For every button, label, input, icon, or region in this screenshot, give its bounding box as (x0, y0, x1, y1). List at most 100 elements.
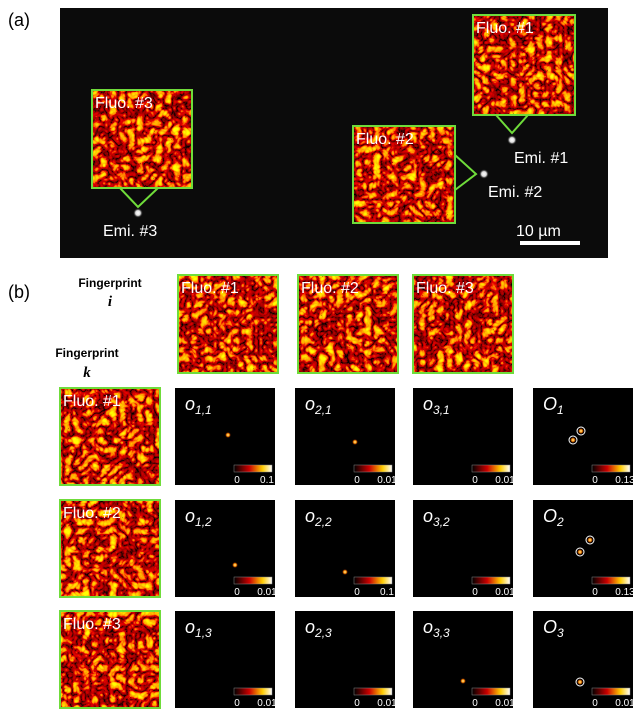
colorbar-max: 0.01 (615, 698, 635, 709)
subscript: 1,2 (195, 515, 212, 529)
inset-border (59, 499, 161, 598)
peak (232, 562, 238, 568)
emitter (479, 169, 489, 179)
speckle-image (353, 126, 455, 223)
colorbar (591, 576, 631, 585)
peak (578, 428, 584, 434)
inset-label: Fluo. #3 (95, 95, 153, 112)
inset-border (352, 125, 456, 224)
symbol: o (185, 506, 195, 526)
colorbar-max: 0.01 (495, 475, 515, 486)
peak-marker (585, 535, 595, 545)
emitter (133, 208, 143, 218)
emitter-label: Emi. #3 (103, 223, 157, 240)
peak (577, 549, 583, 555)
pointer (495, 114, 529, 135)
colorbar-max: 0.13 (615, 587, 635, 598)
colorbar (591, 464, 631, 473)
header-symbol: k (83, 365, 91, 381)
peak (342, 569, 348, 575)
symbol: o (305, 394, 315, 414)
peak (570, 437, 576, 443)
symbol: o (423, 617, 433, 637)
colorbar-min: 0 (234, 698, 240, 709)
cell-symbol: o2,1 (305, 394, 332, 417)
pointer (454, 154, 478, 191)
subscript: 2 (556, 515, 564, 529)
colorbar (353, 687, 393, 696)
subscript: 3,2 (433, 515, 450, 529)
colorbar-max: 0.1 (380, 587, 394, 598)
colorbar (233, 464, 273, 473)
peak (587, 537, 593, 543)
colorbar-min: 0 (472, 587, 478, 598)
inset-border (297, 274, 399, 374)
colorbar (353, 464, 393, 473)
inset-border (412, 274, 514, 374)
speckle-image (60, 388, 160, 485)
speckle-image (92, 90, 192, 188)
speckle-image (178, 275, 278, 373)
colorbar-max: 0.01 (377, 475, 397, 486)
inset-label: Fluo. #2 (63, 505, 121, 522)
colorbar-max: 0.01 (257, 698, 277, 709)
peak-marker (575, 547, 585, 557)
subscript: 3,1 (433, 403, 450, 417)
inset-label: Fluo. #1 (476, 20, 534, 37)
cell-symbol: O3 (543, 617, 564, 640)
inset-border (91, 89, 193, 189)
colorbar-min: 0 (472, 698, 478, 709)
peak (460, 678, 466, 684)
speckle-image (60, 500, 160, 597)
speckle-image (298, 275, 398, 373)
colorbar-max: 0.01 (495, 587, 515, 598)
symbol: O (543, 506, 557, 526)
peak (352, 439, 358, 445)
subscript: 1,3 (195, 626, 212, 640)
emitter-label: Emi. #2 (488, 184, 542, 201)
colorbar (471, 464, 511, 473)
peak (225, 432, 231, 438)
symbol: o (423, 394, 433, 414)
colorbar-min: 0 (234, 587, 240, 598)
subscript: 1,1 (195, 403, 212, 417)
emitter-label: Emi. #1 (514, 150, 568, 167)
colorbar-max: 0.1 (260, 475, 274, 486)
inset-border (177, 274, 279, 374)
inset-label: Fluo. #2 (301, 280, 359, 297)
colorbar (353, 576, 393, 585)
subscript: 1 (557, 403, 564, 417)
cell-symbol: o3,1 (423, 394, 450, 417)
cell-symbol: o2,3 (305, 617, 332, 640)
inset-border (59, 387, 161, 486)
subscript: 3,3 (433, 626, 450, 640)
speckle-image (413, 275, 513, 373)
panel-label: (b) (8, 282, 30, 302)
cell-symbol: o3,2 (423, 506, 450, 529)
colorbar-min: 0 (472, 475, 478, 486)
scale-bar (520, 241, 580, 245)
colorbar-min: 0 (354, 475, 360, 486)
subscript: 3 (557, 626, 564, 640)
colorbar (233, 687, 273, 696)
inset-label: Fluo. #1 (63, 393, 121, 410)
subscript: 2,2 (314, 515, 332, 529)
colorbar-max: 0.01 (257, 587, 277, 598)
subscript: 2,3 (314, 626, 332, 640)
cell-symbol: o2,2 (305, 506, 332, 529)
colorbar-max: 0.01 (495, 698, 515, 709)
scale-bar-label: 10 µm (516, 223, 561, 240)
cell-symbol: o1,1 (185, 394, 212, 417)
colorbar-min: 0 (354, 698, 360, 709)
inset-label: Fluo. #3 (63, 616, 121, 633)
cell-symbol: o1,2 (185, 506, 212, 529)
symbol: o (305, 506, 315, 526)
colorbar (591, 687, 631, 696)
header-symbol: i (108, 294, 113, 310)
peak-marker (568, 435, 578, 445)
header-title: Fingerprint (78, 276, 141, 290)
colorbar-min: 0 (354, 587, 360, 598)
inset-border (59, 610, 161, 709)
colorbar-max: 0.13 (615, 475, 635, 486)
